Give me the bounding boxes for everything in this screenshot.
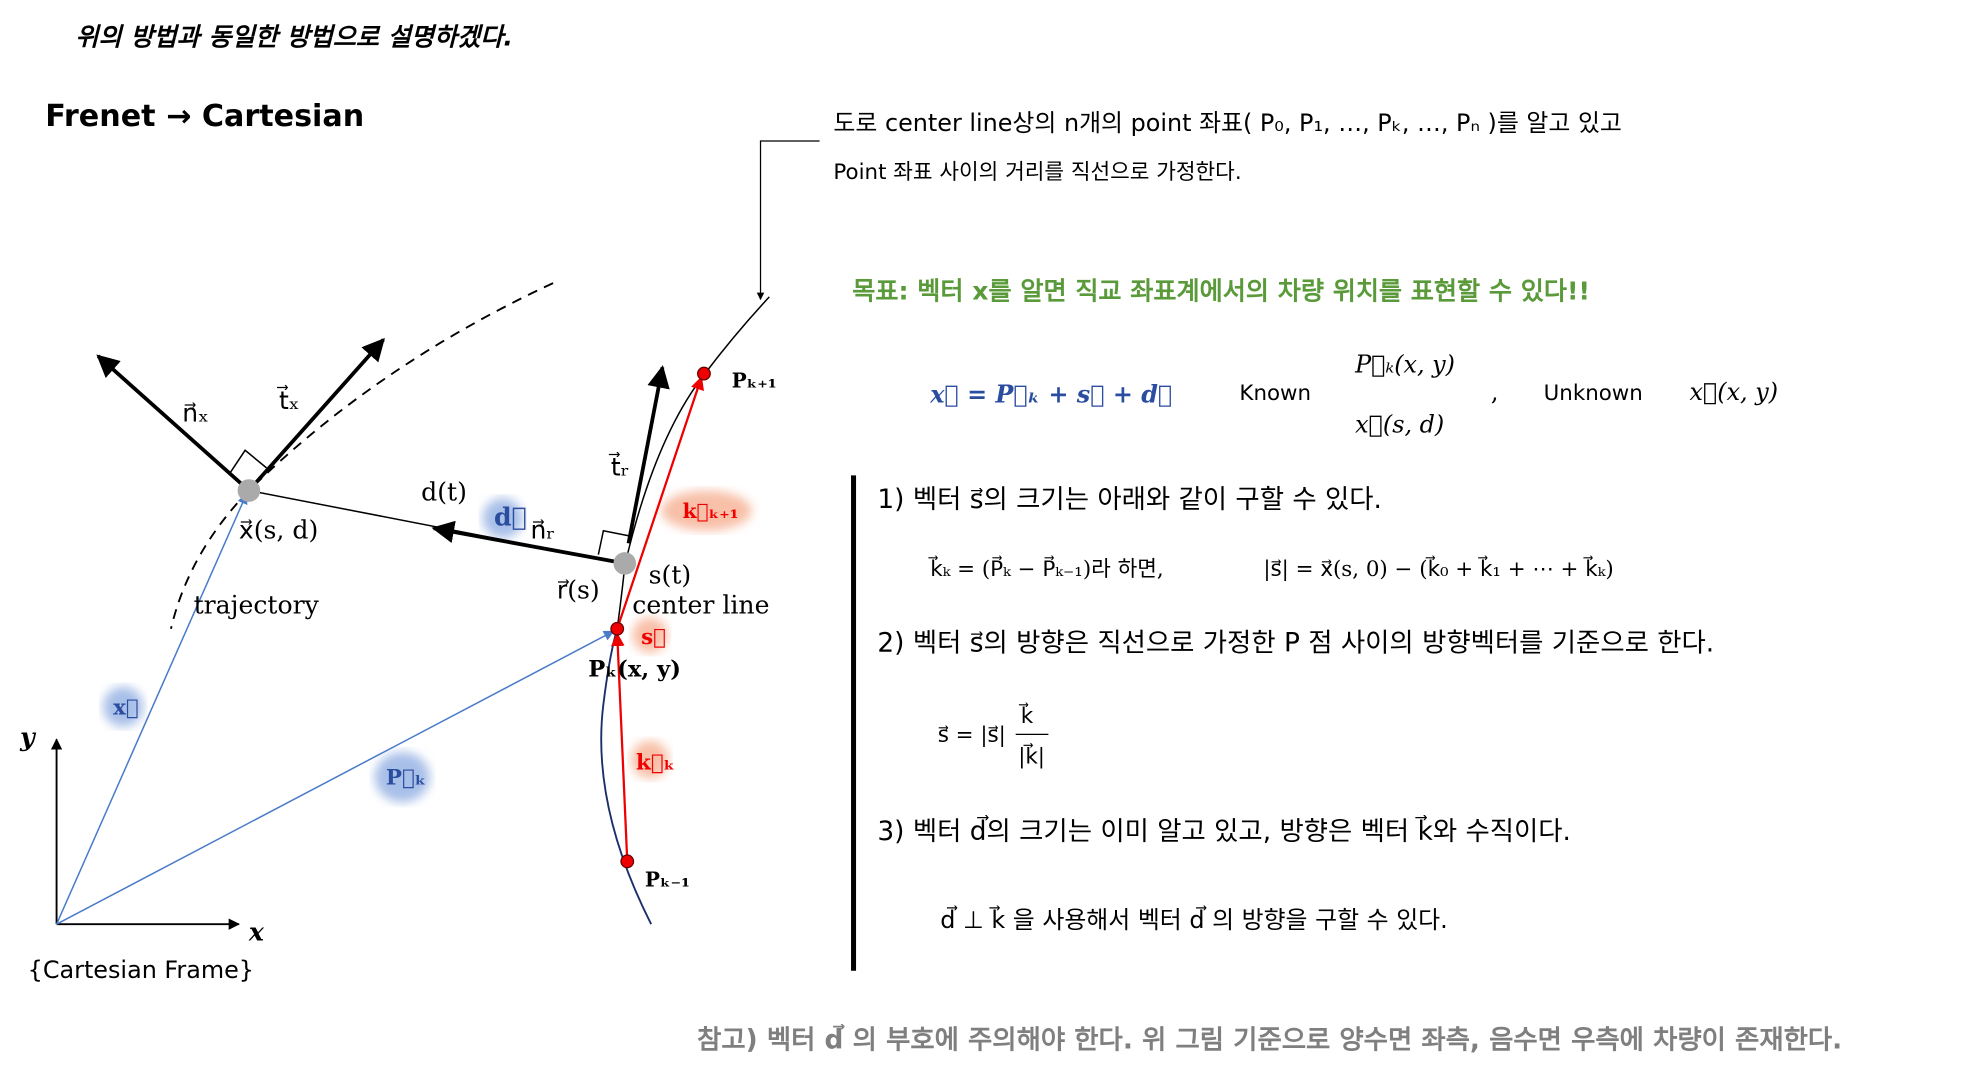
label: x⃗(s, d): [239, 515, 318, 544]
label: P⃗ₖ: [386, 766, 426, 791]
label: r⃗(s): [557, 576, 600, 605]
label: k⃗ₖ: [636, 751, 675, 776]
label: n⃗ₓ: [182, 398, 209, 427]
equation: x⃗(x, y): [1689, 378, 1778, 406]
formula: s⃗ = |s⃗|: [938, 723, 1006, 748]
label: d(t): [421, 478, 467, 507]
text: Unknown: [1544, 381, 1643, 406]
label: t⃗ₓ: [277, 385, 300, 415]
formula: k⃗ₖ = (P⃗ₖ − P⃗ₖ₋₁)라 하면,: [928, 556, 1163, 582]
label: Pₖ₋₁: [645, 867, 690, 891]
text: ,: [1491, 378, 1499, 406]
label: x⃗: [113, 695, 139, 720]
header-note: 위의 방법과 동일한 방법으로 설명하겠다.: [75, 23, 513, 52]
text: Known: [1239, 381, 1311, 406]
label: s⃗: [641, 625, 666, 650]
equation: x⃗ = P⃗ₖ + s⃗ + d⃗: [929, 381, 1172, 409]
label: x: [248, 917, 265, 947]
frame-label: {Cartesian Frame}: [28, 956, 254, 984]
label: n⃗ᵣ: [530, 515, 555, 544]
equation: x⃗(s, d): [1355, 411, 1444, 439]
formula: d⃗ ⊥ k⃗ 을 사용해서 벡터 d⃗ 의 방향을 구할 수 있다.: [940, 905, 1447, 934]
step: 2) 벡터 s⃗의 방향은 직선으로 가정한 P 점 사이의 방향벡터를 기준으…: [877, 628, 1714, 658]
formula: k⃗: [1019, 703, 1034, 729]
step: 3) 벡터 d⃗의 크기는 이미 알고 있고, 방향은 벡터 k⃗와 수직이다.: [877, 814, 1571, 847]
label: d⃗: [494, 502, 527, 532]
note: 도로 center line상의 n개의 point 좌표( P₀, P₁, ……: [833, 109, 1621, 137]
footer-note: 참고) 벡터 d⃗ 의 부호에 주의해야 한다. 위 그림 기준으로 양수면 좌…: [697, 1024, 1842, 1056]
label: center line: [632, 591, 769, 620]
equation: P⃗ₖ(x, y): [1354, 350, 1455, 378]
label: s(t): [649, 561, 692, 590]
label: trajectory: [194, 591, 320, 620]
diagram: n⃗ₓ t⃗ₓ x⃗(s, d) trajectory d(t) d⃗ n⃗ᵣ …: [19, 140, 820, 984]
label: y: [19, 722, 37, 752]
formula: |k⃗|: [1018, 743, 1045, 769]
label: t⃗ᵣ: [609, 452, 630, 482]
label: Pₖ₊₁: [732, 368, 777, 392]
note: Point 좌표 사이의 거리를 직선으로 가정한다.: [833, 160, 1241, 185]
step: 1) 벡터 s⃗의 크기는 아래와 같이 구할 수 있다.: [877, 485, 1382, 515]
formula: |s⃗| = x⃗(s, 0) − (k⃗₀ + k⃗₁ + ⋯ + k⃗ₖ): [1263, 556, 1613, 582]
label: k⃗ₖ₊₁: [683, 499, 739, 523]
label: Pₖ(x, y): [588, 657, 681, 683]
goal: 목표: 벡터 x를 알면 직교 좌표계에서의 차량 위치를 표현할 수 있다!!: [852, 276, 1590, 305]
title: Frenet → Cartesian: [45, 99, 364, 134]
